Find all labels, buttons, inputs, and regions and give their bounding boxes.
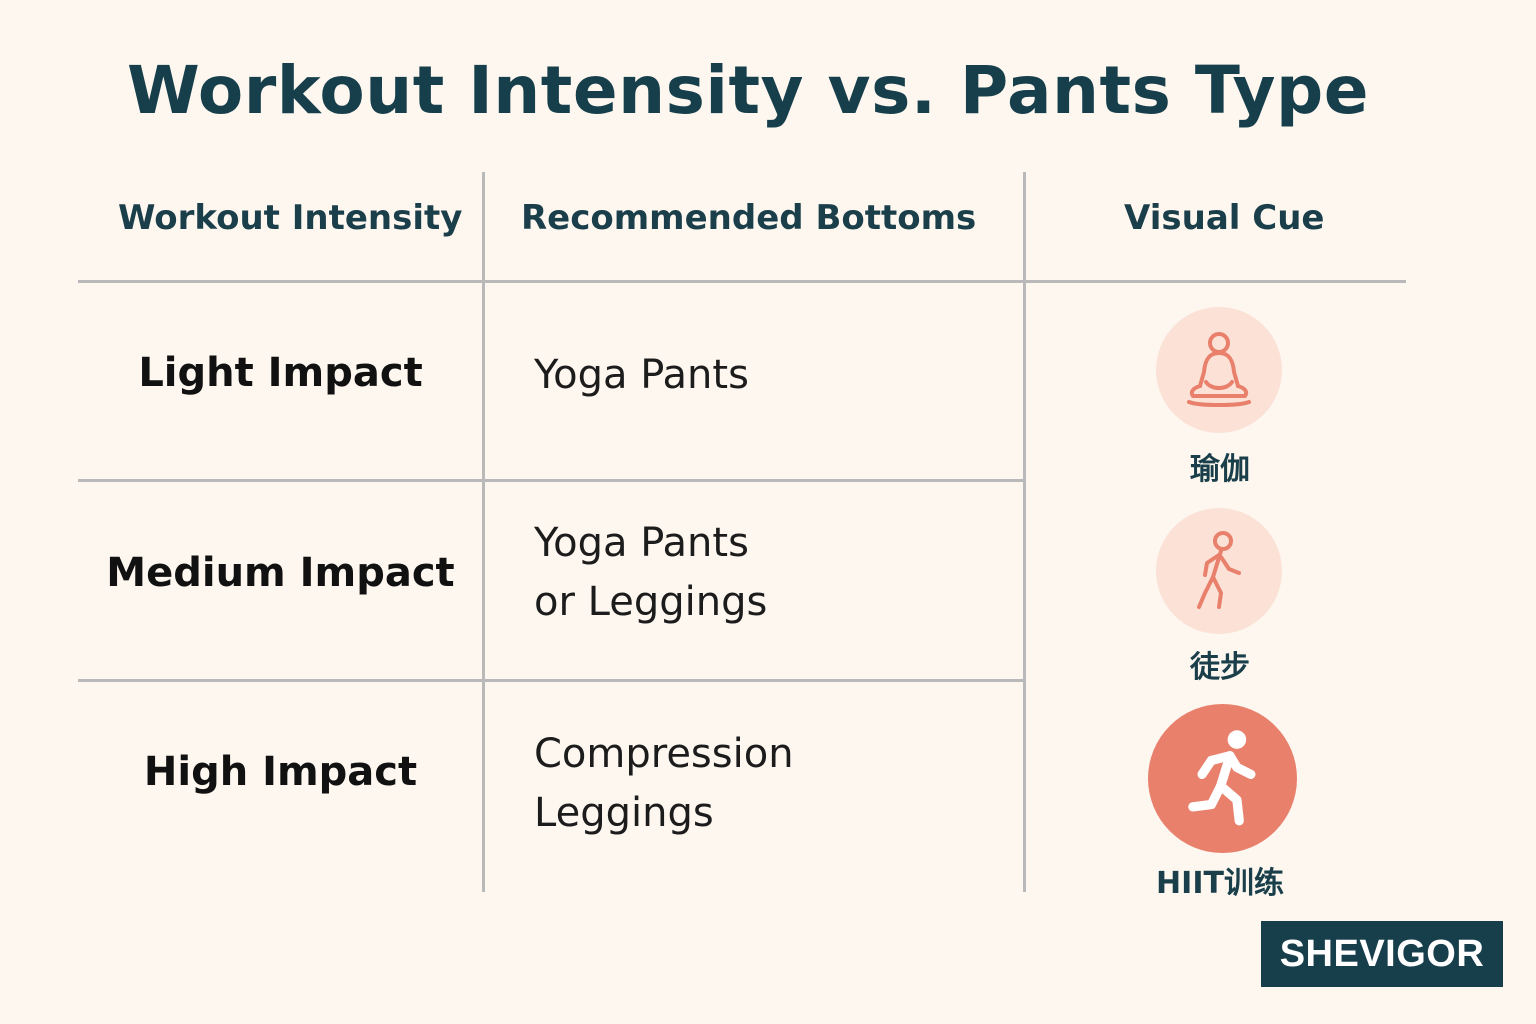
header-workout-intensity: Workout Intensity: [118, 198, 463, 238]
cue-label-hiking: 徒步: [1190, 650, 1250, 685]
header-visual-cue: Visual Cue: [1124, 198, 1325, 238]
bottoms-high-line-2: Leggings: [534, 790, 714, 836]
row-divider-2: [78, 679, 1024, 682]
row-divider-1: [78, 479, 1024, 482]
cue-label-hiit: HIIT训练: [1156, 866, 1284, 901]
hiking-walker-icon: [1156, 508, 1282, 634]
column-divider-1: [482, 172, 485, 892]
cue-label-yoga: 瑜伽: [1190, 452, 1250, 487]
brand-logo: SHEVIGOR: [1261, 921, 1503, 987]
yoga-meditation-icon: [1156, 307, 1282, 433]
bottoms-light: Yoga Pants: [534, 346, 749, 405]
bottoms-high-line-1: Compression: [534, 731, 794, 777]
intensity-medium: Medium Impact: [106, 550, 455, 596]
intensity-light: Light Impact: [138, 350, 423, 396]
page-title: Workout Intensity vs. Pants Type: [126, 52, 1370, 129]
bottoms-high: Compression Leggings: [534, 725, 794, 843]
column-divider-2: [1023, 172, 1026, 892]
bottoms-light-line-1: Yoga Pants: [534, 352, 749, 398]
running-person-icon: [1148, 704, 1297, 853]
bottoms-medium-line-1: Yoga Pants: [534, 520, 749, 566]
bottoms-medium-line-2: or Leggings: [534, 579, 768, 625]
header-divider: [78, 280, 1406, 283]
bottoms-medium: Yoga Pants or Leggings: [534, 514, 767, 632]
header-recommended-bottoms: Recommended Bottoms: [521, 198, 977, 238]
intensity-high: High Impact: [143, 749, 418, 795]
